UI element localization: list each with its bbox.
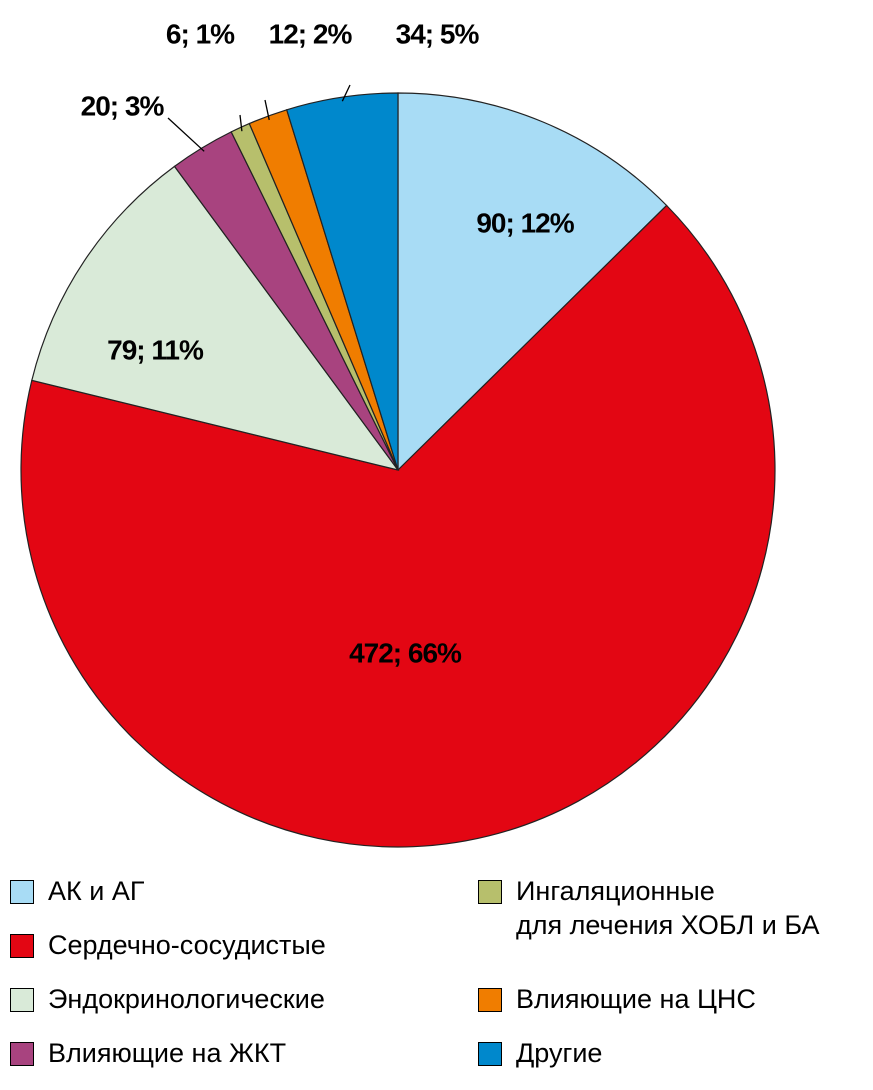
legend-swatch [10, 1042, 34, 1066]
pie-slice [20, 204, 776, 848]
value-label: 472; 66% [349, 637, 462, 668]
legend-label: Сердечно-сосудистые [48, 930, 326, 960]
legend-swatch [478, 1042, 502, 1066]
value-label: 90; 12% [476, 207, 574, 238]
legend-label: Влияющие на ЖКТ [48, 1038, 287, 1068]
legend-item: Сердечно-сосудистые [10, 928, 326, 962]
leader-line [239, 114, 243, 132]
value-label: 20; 3% [81, 90, 165, 121]
legend-label: Ингаляционные для лечения ХОБЛ и БА [516, 876, 820, 940]
legend-item: Эндокринологические [10, 982, 325, 1016]
legend-item: АК и АГ [10, 874, 144, 908]
legend-swatch [10, 880, 34, 904]
leader-line [167, 117, 205, 152]
pie-slice [31, 165, 400, 471]
legend-item: Ингаляционные для лечения ХОБЛ и БА [478, 874, 819, 942]
legend-item: Другие [478, 1036, 602, 1070]
pie-slice [285, 92, 399, 471]
pie-slice [397, 92, 668, 472]
value-label: 34; 5% [396, 18, 480, 49]
legend-label: Другие [516, 1038, 603, 1068]
legend-swatch [10, 934, 34, 958]
value-label: 6; 1% [166, 18, 235, 49]
legend-swatch [478, 880, 502, 904]
legend-item: Влияющие на ЦНС [478, 982, 756, 1016]
leader-line [264, 99, 270, 121]
legend-swatch [10, 988, 34, 1012]
value-label: 12; 2% [269, 18, 353, 49]
legend-item: Влияющие на ЖКТ [10, 1036, 286, 1070]
legend-label: Влияющие на ЦНС [516, 984, 756, 1014]
legend-label: Эндокринологические [48, 984, 325, 1014]
value-label: 79; 11% [107, 334, 204, 365]
legend-swatch [478, 988, 502, 1012]
legend-label: АК и АГ [48, 876, 145, 906]
leader-line [341, 84, 351, 102]
